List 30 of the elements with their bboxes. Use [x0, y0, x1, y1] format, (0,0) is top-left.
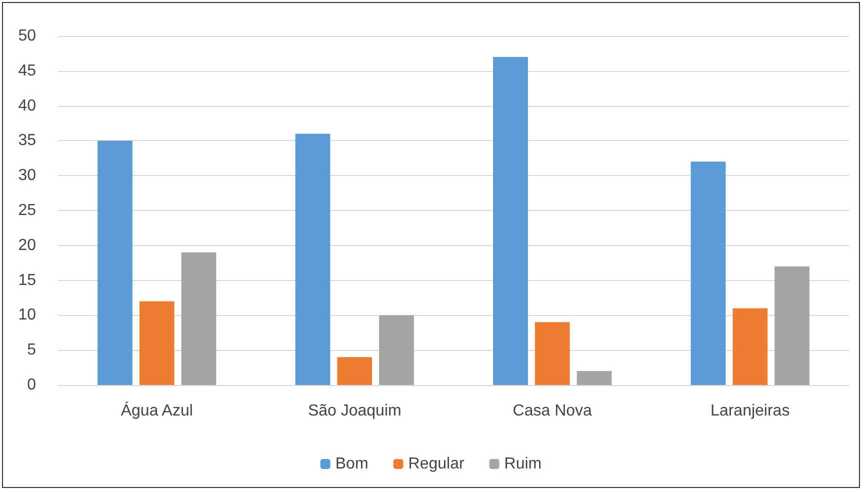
bar [139, 301, 174, 385]
y-tick-label: 10 [18, 306, 36, 324]
y-tick-label: 15 [18, 272, 36, 289]
y-tick-label: 45 [18, 62, 36, 80]
y-tick-label: 30 [18, 167, 36, 184]
bar [493, 56, 528, 385]
y-tick-label: 40 [18, 97, 36, 114]
bar [379, 315, 414, 385]
legend-label: Regular [408, 456, 465, 472]
y-tick-label: 25 [18, 202, 36, 219]
x-tick-label: Água Azul [120, 402, 193, 420]
bar [732, 308, 768, 385]
bar [181, 252, 216, 385]
legend-label: Ruim [504, 456, 542, 472]
y-tick-label: 0 [27, 376, 36, 394]
bar [576, 371, 612, 385]
bar [337, 357, 372, 385]
bar [690, 162, 726, 385]
y-tick-label: 5 [27, 342, 36, 359]
y-tick-label: 50 [18, 28, 36, 44]
bar [534, 322, 570, 385]
x-tick-label: Laranjeiras [710, 402, 790, 420]
y-tick-label: 20 [18, 236, 36, 254]
bar [295, 134, 330, 385]
legend-label: Bom [335, 456, 368, 472]
y-tick-label: 35 [18, 132, 36, 150]
x-tick-label: São Joaquim [308, 402, 402, 420]
x-tick-label: Casa Nova [512, 402, 592, 420]
bar [98, 140, 132, 385]
bar [774, 266, 810, 385]
